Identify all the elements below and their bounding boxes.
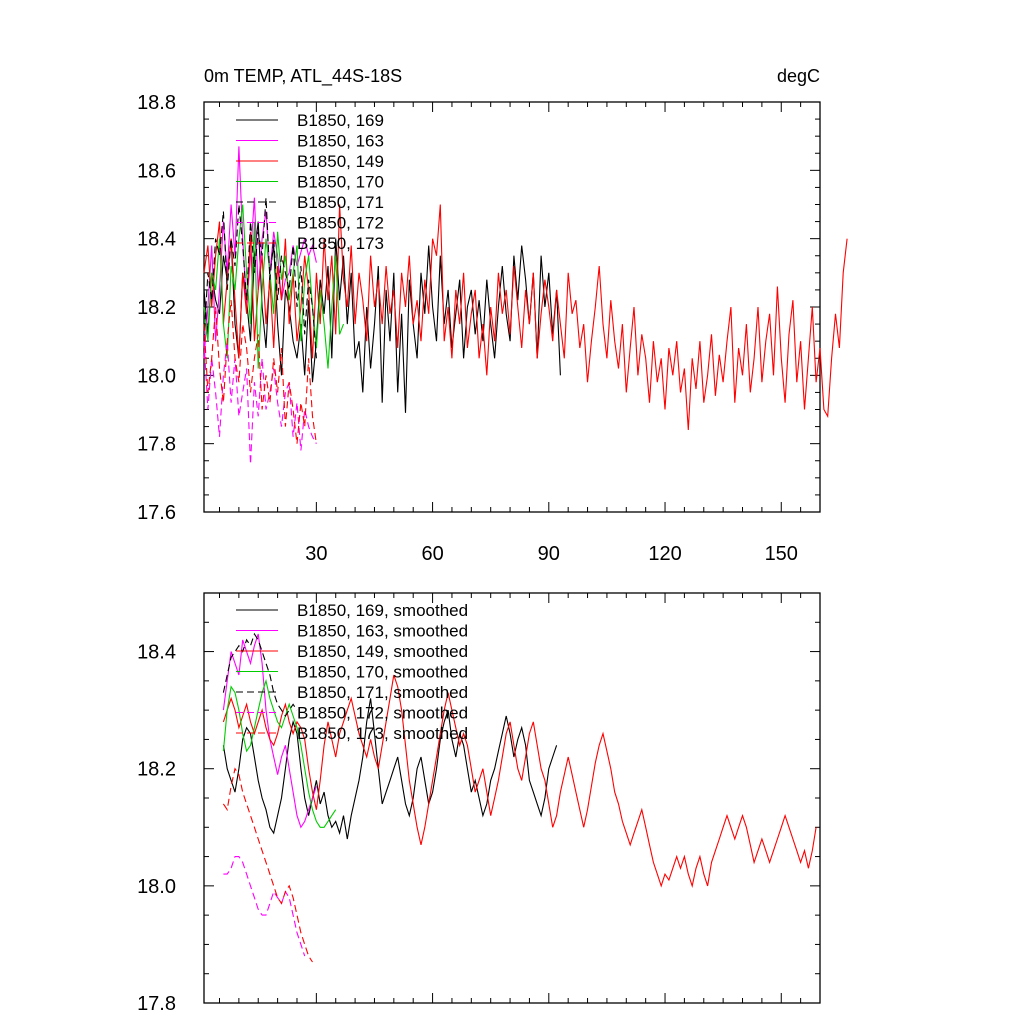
bottom-panel: 17.818.018.218.4 B1850, 169, smoothedB18… xyxy=(137,592,821,1015)
legend-label-5: B1850, 172 xyxy=(297,214,384,233)
legend-label-4: B1850, 171 xyxy=(297,193,384,212)
legend-label-4: B1850, 171, smoothed xyxy=(297,683,468,702)
legend-label-0: B1850, 169 xyxy=(297,111,384,130)
y-tick-label: 18.8 xyxy=(137,92,176,114)
y-tick-label: 17.8 xyxy=(137,993,176,1015)
series-line-6 xyxy=(203,300,317,444)
top-series-lines xyxy=(203,146,848,465)
legend-label-3: B1850, 170 xyxy=(297,173,384,192)
top-panel: 0m TEMP, ATL_44S-18S degC 17.6 17.8 18.0 18… xyxy=(137,66,848,565)
series-line-5 xyxy=(223,856,306,957)
top-panel-title: 0m TEMP, ATL_44S-18S xyxy=(204,66,402,87)
x-tick-label: 90 xyxy=(538,543,560,565)
y-tick-label: 18.0 xyxy=(137,365,176,387)
series-line-0 xyxy=(222,698,558,840)
legend-label-2: B1850, 149 xyxy=(297,152,384,171)
legend-label-1: B1850, 163 xyxy=(297,132,384,151)
x-tick-label: 30 xyxy=(305,543,327,565)
y-tick-label: 18.4 xyxy=(137,642,176,664)
legend-label-5: B1850, 172, smoothed xyxy=(297,704,468,723)
y-tick-label: 18.4 xyxy=(137,229,176,251)
y-tick-label: 17.6 xyxy=(137,502,176,524)
y-tick-label: 18.0 xyxy=(137,876,176,898)
y-tick-label: 18.6 xyxy=(137,160,176,182)
y-tick-label: 18.2 xyxy=(137,759,176,781)
x-tick-label: 120 xyxy=(648,543,681,565)
legend-label-0: B1850, 169, smoothed xyxy=(297,601,468,620)
series-line-3 xyxy=(222,678,337,828)
legend-label-6: B1850, 173, smoothed xyxy=(297,724,468,743)
series-line-5 xyxy=(203,341,317,465)
series-line-0 xyxy=(203,221,561,413)
legend-label-3: B1850, 170, smoothed xyxy=(297,663,468,682)
legend-label-6: B1850, 173 xyxy=(297,234,384,253)
legend-label-1: B1850, 163, smoothed xyxy=(297,622,468,641)
series-line-4 xyxy=(222,632,298,718)
series-line-6 xyxy=(222,767,313,963)
y-tick-label: 18.2 xyxy=(137,297,176,319)
x-tick-label: 150 xyxy=(765,543,798,565)
series-line-4 xyxy=(203,197,317,359)
series-line-2 xyxy=(222,674,817,888)
x-tick-label: 60 xyxy=(421,543,443,565)
y-tick-label: 17.8 xyxy=(137,434,176,456)
bottom-series-lines xyxy=(222,632,817,963)
top-panel-units: degC xyxy=(777,66,820,86)
bottom-ticks: 17.8 18.0 18.2 18.4 xyxy=(137,592,821,1015)
bottom-legend: B1850, 169, smoothed B1850, 163, smoothed… xyxy=(236,601,468,743)
top-ticks: 17.6 17.8 18.0 18.2 18.4 18.6 18.8 30 60 90 120 150 xyxy=(137,92,821,565)
legend-label-2: B1850, 149, smoothed xyxy=(297,642,468,661)
series-line-3 xyxy=(203,204,345,369)
series-line-2 xyxy=(203,204,848,431)
